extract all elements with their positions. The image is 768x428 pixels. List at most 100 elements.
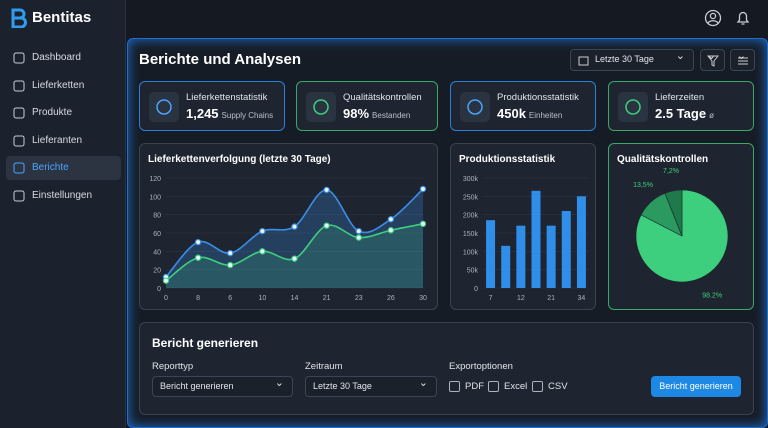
point (194, 254, 202, 261)
nav-item[interactable]: Produkte (6, 101, 121, 125)
point (323, 186, 330, 194)
brand: Bentitas (32, 9, 92, 26)
x-tick-label: 21 (323, 295, 331, 302)
point (227, 249, 234, 257)
bell-icon[interactable] (735, 9, 751, 27)
nav-item[interactable]: Lieferketten (6, 74, 121, 98)
point (162, 277, 170, 284)
nav-item[interactable]: Einstellungen (6, 184, 121, 208)
x-tick-label: 26 (387, 295, 395, 302)
x-tick-label: 34 (578, 295, 586, 302)
field-label: Reporttyp (152, 361, 194, 372)
report-panel (139, 322, 754, 415)
chart-title: Qualitätskontrollen (617, 154, 708, 165)
nav-icon (13, 107, 25, 119)
checkbox[interactable] (532, 381, 543, 392)
point (291, 255, 298, 262)
point (419, 220, 427, 228)
bar (501, 245, 511, 288)
nav-icon (13, 135, 25, 146)
chart: Produktionsstatistik 0 50k 100k 150k 200k 250k… (459, 154, 589, 302)
nav-icon (13, 80, 25, 91)
settings-button[interactable] (730, 47, 755, 71)
kpi-unit: ø (709, 111, 714, 120)
point (259, 227, 266, 235)
bar (576, 196, 586, 288)
kpi-unit: Einheiten (528, 111, 563, 120)
point (355, 227, 362, 235)
point (323, 222, 330, 229)
field-label: Zeitraum (305, 361, 343, 372)
kpi-value: 1,245 Supply Chains (186, 106, 274, 121)
kpi-unit: Supply Chains (221, 111, 274, 120)
chart: Lieferkettenverfolgung (letzte 30 Tage) 0… (148, 154, 427, 302)
y-tick-label: 300k (463, 176, 479, 183)
pie-slice (664, 189, 683, 237)
x-tick-label: 10 (258, 295, 266, 302)
export-option: CSV (548, 381, 568, 392)
y-tick-label: 0 (474, 286, 478, 293)
bar (486, 220, 496, 288)
nav-item[interactable]: Berichte (6, 156, 121, 180)
export-option: PDF (465, 381, 484, 392)
sidebar: Bentitas Dashboard Lieferketten Produkte Li… (0, 0, 126, 428)
point (291, 223, 298, 230)
checkbox[interactable] (488, 381, 499, 392)
page-title: Berichte und Analysen (139, 51, 301, 68)
chart-card: Lieferkettenverfolgung (letzte 30 Tage) 0… (139, 143, 438, 310)
value-label: 98.2% (702, 293, 722, 300)
point (387, 227, 395, 234)
filter-button[interactable] (700, 47, 725, 71)
kpi-value: 450k Einheiten (497, 106, 563, 121)
nav-item[interactable]: Lieferanten (6, 129, 121, 153)
kpi-card: Lieferzeiten 2.5 Tage ø (608, 81, 754, 131)
generate-button[interactable]: Bericht generieren (651, 376, 741, 397)
report-title: Bericht generieren (152, 336, 259, 350)
y-tick-label: 50k (467, 268, 479, 275)
y-tick-label: 20 (153, 268, 161, 275)
nav-icon (13, 52, 25, 64)
y-tick-label: 40 (153, 249, 161, 256)
kpi-icon (460, 92, 490, 122)
kpi-icon (306, 92, 336, 122)
bar (561, 211, 571, 288)
user-icon[interactable] (704, 9, 722, 27)
x-tick-label: 0 (164, 295, 168, 302)
x-tick-label: 7 (489, 295, 493, 302)
period-select[interactable]: Letzte 30 Tage (305, 374, 437, 397)
point (387, 216, 395, 223)
report-type-select[interactable]: Bericht generieren (152, 374, 293, 397)
y-tick-label: 60 (153, 231, 161, 238)
y-tick-label: 100 (149, 194, 161, 201)
x-tick-label: 12 (517, 295, 525, 302)
y-tick-label: 120 (149, 176, 161, 183)
kpi-label: Qualitätskontrollen (343, 92, 422, 103)
chart-title: Produktionsstatistik (459, 154, 556, 165)
x-tick-label: 30 (419, 295, 427, 302)
chart: Qualitätskontrollen 98.2% 13,5% 7,2% (617, 154, 729, 300)
kpi-card: Produktionsstatistik 450k Einheiten (450, 81, 596, 131)
kpi-card: Qualitätskontrollen 98% Bestanden (296, 81, 438, 131)
logo (11, 8, 27, 28)
kpi-card: Lieferkettenstatistik 1,245 Supply Chains (139, 81, 285, 131)
value-label: 13,5% (633, 182, 653, 189)
x-tick-label: 21 (547, 295, 555, 302)
y-tick-label: 250k (463, 194, 479, 201)
point (259, 248, 266, 255)
x-tick-label: 14 (291, 295, 299, 302)
y-tick-label: 0 (157, 286, 161, 293)
nav-item[interactable]: Dashboard (6, 46, 121, 70)
chart-title: Lieferkettenverfolgung (letzte 30 Tage) (148, 154, 331, 165)
date-select[interactable]: Letzte 30 Tage (570, 47, 694, 71)
kpi-value: 98% Bestanden (343, 106, 411, 121)
chart-card: Qualitätskontrollen 98.2% 13,5% 7,2% (608, 143, 754, 310)
y-tick-label: 80 (153, 213, 161, 220)
x-tick-label: 6 (228, 295, 232, 302)
value-label: 7,2% (663, 168, 679, 175)
kpi-label: Lieferkettenstatistik (186, 92, 268, 103)
kpi-icon (149, 92, 179, 122)
bar (516, 225, 526, 288)
checkbox[interactable] (449, 381, 460, 392)
nav-icon (13, 162, 25, 174)
